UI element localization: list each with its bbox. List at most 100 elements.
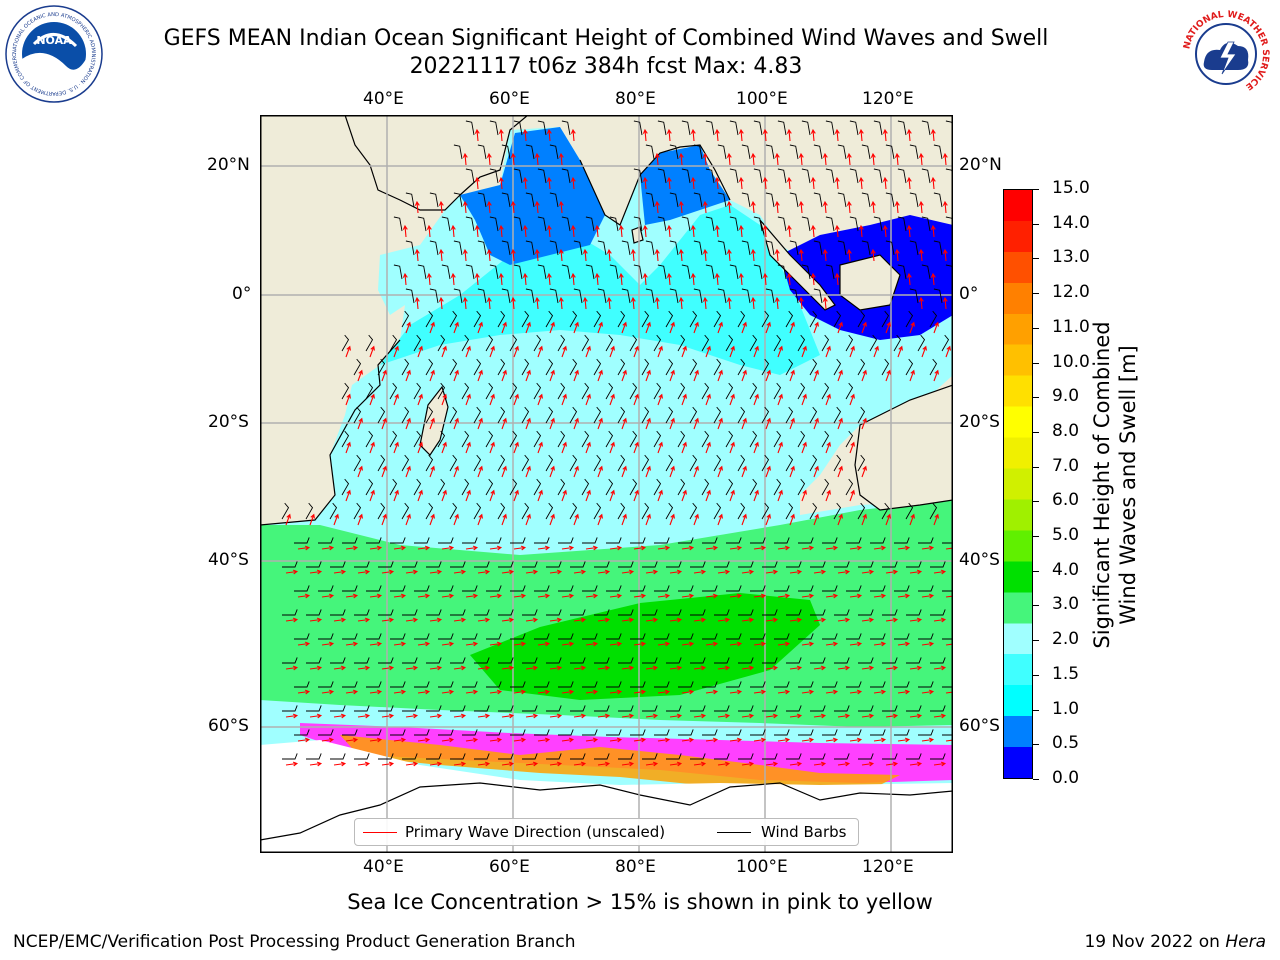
wind-barb <box>593 406 602 424</box>
wave-direction-arrow <box>450 272 456 286</box>
wave-direction-arrow <box>789 713 803 719</box>
wave-direction-arrow <box>642 272 648 286</box>
wave-direction-arrow <box>453 369 459 382</box>
wind-barb <box>702 681 718 688</box>
wave-direction-arrow <box>585 737 599 743</box>
wave-direction-arrow <box>741 713 755 719</box>
wave-direction-arrow <box>522 176 528 190</box>
wave-direction-arrow <box>285 513 291 526</box>
wind-barb <box>873 120 883 136</box>
wind-barb <box>513 264 523 280</box>
wave-direction-arrow <box>717 465 723 478</box>
wind-barb <box>282 753 298 760</box>
wave-direction-arrow <box>501 465 507 478</box>
wave-direction-arrow <box>777 393 783 406</box>
wave-direction-arrow <box>765 569 779 575</box>
wind-barb <box>797 430 806 448</box>
wave-direction-arrow <box>942 248 948 262</box>
wave-direction-arrow <box>894 152 900 166</box>
wind-barb <box>677 382 686 400</box>
wind-barb <box>773 430 782 448</box>
wind-barb <box>942 734 953 736</box>
wave-direction-arrow <box>825 393 831 406</box>
lat-tick-left: 60°S <box>208 716 249 736</box>
wind-barb <box>837 192 847 208</box>
wave-direction-arrow <box>438 200 444 214</box>
wind-barb <box>525 144 535 160</box>
wind-barb <box>701 430 710 448</box>
wave-direction-arrow <box>321 593 335 599</box>
wave-direction-arrow <box>801 545 815 551</box>
wind-barb <box>617 358 626 376</box>
wind-barb <box>389 334 398 352</box>
wind-barb <box>813 288 823 304</box>
wind-barb <box>789 192 799 208</box>
wave-direction-arrow <box>633 489 639 502</box>
wind-barb <box>666 753 682 760</box>
wind-barb <box>737 406 746 424</box>
wind-barb <box>413 382 422 400</box>
wave-direction-arrow <box>357 761 371 767</box>
wind-barb <box>534 585 550 592</box>
wind-barb <box>473 454 482 472</box>
wave-direction-arrow <box>429 417 435 430</box>
wind-barb <box>318 633 334 640</box>
wave-direction-arrow <box>297 737 311 743</box>
wind-barb <box>665 310 674 328</box>
wave-direction-arrow <box>885 569 899 575</box>
wind-barb <box>741 192 751 208</box>
wind-barb <box>897 216 907 232</box>
wave-direction-arrow <box>381 417 387 430</box>
wind-barb <box>789 288 799 304</box>
wave-direction-arrow <box>609 393 615 406</box>
wave-direction-arrow <box>825 489 831 502</box>
wind-barb <box>401 502 410 520</box>
wave-direction-arrow <box>405 465 411 478</box>
wave-direction-arrow <box>801 441 807 454</box>
wind-barb <box>738 753 754 760</box>
wind-barb <box>521 406 530 424</box>
colorbar-title: Significant Height of Combined Wind Wave… <box>1090 321 1140 649</box>
wave-direction-arrow <box>309 713 323 719</box>
wave-direction-arrow <box>630 248 636 262</box>
wave-direction-arrow <box>633 689 647 695</box>
wind-barb <box>753 168 763 184</box>
wave-direction-arrow <box>777 737 791 743</box>
wave-direction-arrow <box>702 152 708 166</box>
wave-direction-arrow <box>561 441 567 454</box>
wave-direction-arrow <box>573 465 579 478</box>
wave-direction-arrow <box>645 369 651 382</box>
wind-barb <box>366 729 382 736</box>
wind-barb <box>737 502 746 520</box>
wind-barb <box>545 358 554 376</box>
wave-direction-arrow <box>738 272 744 286</box>
wave-direction-arrow <box>573 617 587 623</box>
wave-direction-arrow <box>561 489 567 502</box>
wave-direction-arrow <box>690 272 696 286</box>
wind-barb <box>942 590 953 592</box>
wind-barb <box>582 681 598 688</box>
wind-barb <box>621 240 631 256</box>
wave-direction-swatch <box>363 832 397 833</box>
wave-direction-arrow <box>465 489 471 502</box>
wave-direction-arrow <box>897 641 911 647</box>
wave-direction-arrow <box>441 593 455 599</box>
wave-direction-arrow <box>405 617 419 623</box>
wave-direction-arrow <box>393 593 407 599</box>
sea-ice-orange <box>340 735 900 795</box>
wind-barb <box>861 144 871 160</box>
wave-direction-arrow <box>513 593 527 599</box>
wind-barb <box>585 216 595 232</box>
wave-direction-arrow <box>690 176 696 190</box>
wave-direction-arrow <box>585 441 591 454</box>
wind-barb <box>641 358 650 376</box>
wind-barb <box>798 633 814 640</box>
wind-barb <box>777 264 787 280</box>
wind-barb <box>846 633 862 640</box>
wave-direction-arrow <box>702 248 708 262</box>
wave-direction-arrow <box>489 489 495 502</box>
wind-barb <box>318 681 334 688</box>
wind-barb <box>453 192 463 208</box>
wind-barb <box>341 334 350 352</box>
wind-barb <box>558 585 574 592</box>
